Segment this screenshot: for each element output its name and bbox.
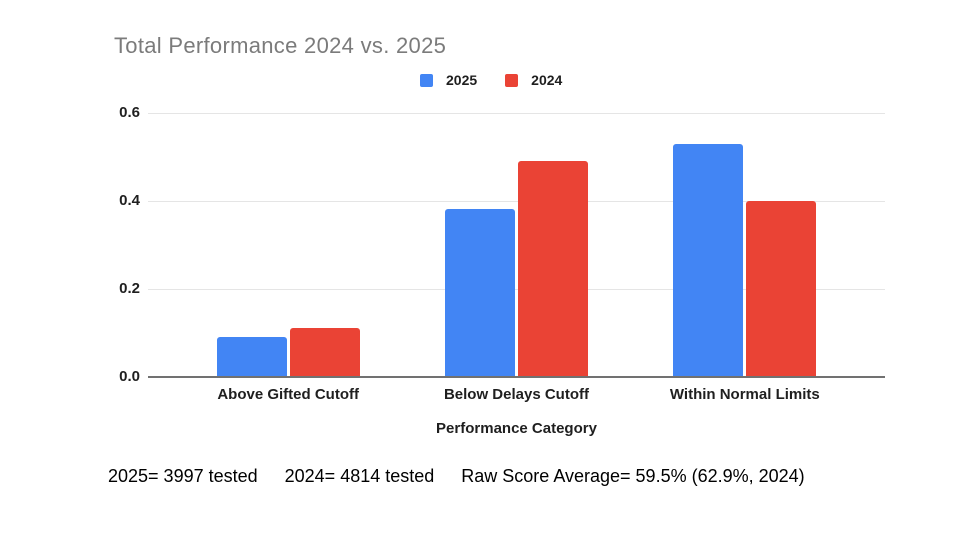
gridline-0.6: [148, 113, 885, 114]
bar-group-above-gifted-cutoff: [174, 144, 402, 376]
gridline-0.2: [148, 289, 885, 290]
x-axis-labels: Above Gifted Cutoff Below Delays Cutoff …: [148, 386, 885, 403]
x-axis-label-above-gifted-cutoff: Above Gifted Cutoff: [217, 386, 359, 403]
x-axis-label-below-delays-cutoff: Below Delays Cutoff: [443, 386, 589, 403]
legend-swatch-2025-icon: [420, 73, 433, 87]
bar-2025-above-gifted-cutoff[interactable]: [216, 337, 287, 376]
footer-stats: 2025= 3997 tested 2024= 4814 tested Raw …: [108, 466, 805, 487]
x-axis-title: Performance Category: [436, 420, 597, 437]
bar-2025-below-delays-cutoff[interactable]: [444, 209, 515, 376]
legend-item-2024[interactable]: 2024: [505, 72, 562, 88]
stat-2024-tested: 2024= 4814 tested: [284, 466, 435, 486]
stat-2025-tested: 2025= 3997 tested: [108, 466, 258, 486]
bar-2025-within-normal-limits[interactable]: [673, 144, 744, 376]
bar-2024-above-gifted-cutoff[interactable]: [289, 328, 360, 376]
y-axis-tick-0.4: 0.4: [119, 192, 140, 209]
legend-label-2024: 2024: [531, 72, 563, 88]
chart-legend: 2025 2024: [420, 72, 562, 88]
stat-raw-score-average: Raw Score Average= 59.5% (62.9%, 2024): [461, 466, 805, 486]
gridline-0.4: [148, 201, 885, 202]
legend-item-2025[interactable]: 2025: [420, 72, 477, 88]
x-axis-label-within-normal-limits: Within Normal Limits: [669, 386, 820, 403]
legend-swatch-2024-icon: [505, 73, 519, 87]
legend-label-2025: 2025: [446, 72, 478, 88]
y-axis-tick-0.0: 0.0: [119, 368, 140, 385]
chart-plot-area[interactable]: [148, 113, 885, 378]
chart-title: Total Performance 2024 vs. 2025: [114, 33, 447, 58]
y-axis-tick-0.6: 0.6: [119, 104, 140, 121]
bar-groups: [148, 144, 885, 376]
y-axis-tick-0.2: 0.2: [119, 280, 140, 297]
bar-group-below-delays-cutoff: [402, 144, 630, 376]
bar-2024-within-normal-limits[interactable]: [746, 201, 817, 376]
bar-2024-below-delays-cutoff[interactable]: [517, 161, 588, 376]
bar-group-within-normal-limits: [631, 144, 859, 376]
